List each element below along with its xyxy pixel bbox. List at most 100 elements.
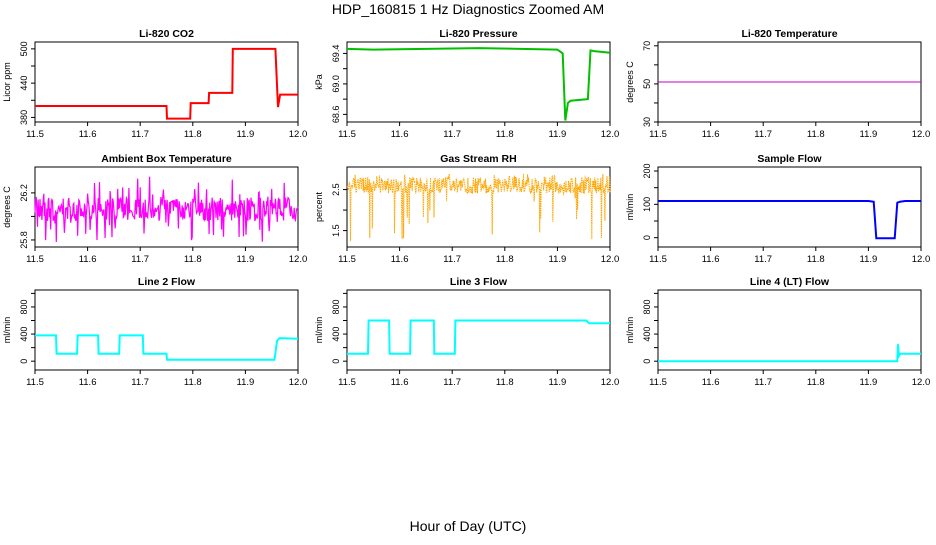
y-tick-label: 69.0 <box>331 75 341 93</box>
x-tick-label: 11.7 <box>443 377 461 388</box>
x-tick-label: 11.5 <box>26 254 44 265</box>
y-tick-label: 50 <box>642 79 652 89</box>
y-tick-label: 25.8 <box>19 231 29 249</box>
x-tick-label: 11.5 <box>26 377 44 388</box>
y-axis-label: kPa <box>314 74 324 90</box>
x-tick-label: 11.9 <box>549 254 567 265</box>
x-tick-label: 11.7 <box>131 129 149 140</box>
x-tick-label: 11.7 <box>754 129 772 140</box>
x-tick-label: 12.0 <box>912 377 931 388</box>
x-tick-label: 12.0 <box>912 254 931 265</box>
y-tick-label: 69.4 <box>331 45 341 63</box>
x-tick-label: 11.9 <box>860 377 878 388</box>
panel-7: Line 2 Flow ml/min 11.5 11.6 11.7 11.8 11.9 12.… <box>2 276 307 388</box>
x-tick-label: 11.9 <box>549 377 567 388</box>
x-tick-label: 11.8 <box>184 377 202 388</box>
x-tick-label: 11.7 <box>131 254 149 265</box>
y-tick-label: 26.2 <box>19 184 29 202</box>
x-tick-label: 11.8 <box>184 129 202 140</box>
y-axis-label: ml/min <box>625 194 635 221</box>
plot-frame <box>657 166 922 248</box>
y-tick-label: 2.5 <box>331 183 341 196</box>
x-tick-label: 11.5 <box>338 254 356 265</box>
x-tick-label: 11.6 <box>79 254 97 265</box>
x-tick-label: 11.8 <box>807 254 825 265</box>
plot-frame <box>657 289 922 371</box>
y-tick-label: 0 <box>642 235 652 240</box>
panel-title: Line 4 (LT) Flow <box>750 276 830 288</box>
x-tick-label: 11.8 <box>184 254 202 265</box>
panel-title: Sample Flow <box>757 153 822 165</box>
y-tick-label: 100 <box>642 197 652 212</box>
x-tick-label: 11.6 <box>702 377 720 388</box>
series-line <box>35 47 298 120</box>
y-tick-label: 30 <box>642 117 652 127</box>
x-tick-label: 12.0 <box>601 377 620 388</box>
x-tick-label: 11.8 <box>496 129 514 140</box>
y-tick-label: 70 <box>642 41 652 51</box>
x-tick-label: 11.6 <box>391 129 409 140</box>
series-line <box>34 176 299 243</box>
y-tick-label: 400 <box>19 327 29 342</box>
y-axis-label: degrees C <box>625 61 635 103</box>
x-tick-label: 11.5 <box>649 129 667 140</box>
panel-title: Line 2 Flow <box>138 276 196 288</box>
x-tick-label: 11.9 <box>237 254 255 265</box>
x-tick-label: 11.9 <box>860 129 878 140</box>
x-tick-label: 11.9 <box>549 129 567 140</box>
panel-title: Ambient Box Temperature <box>101 153 232 165</box>
figure-title: HDP_160815 1 Hz Diagnostics Zoomed AM <box>331 1 605 17</box>
panel-title: Gas Stream RH <box>440 153 516 165</box>
plot-frame <box>346 41 611 123</box>
panel-5: Gas Stream RH percent 11.5 11.6 11.7 11.8 11.9… <box>314 153 619 265</box>
series-line <box>346 47 611 121</box>
x-tick-label: 11.5 <box>338 377 356 388</box>
y-axis-label: ml/min <box>625 317 635 344</box>
plot-frame <box>34 41 299 123</box>
x-tick-label: 11.6 <box>702 129 720 140</box>
y-tick-label: 800 <box>19 299 29 314</box>
y-tick-label: 380 <box>19 110 29 125</box>
plot-frame <box>346 166 611 248</box>
y-tick-label: 68.6 <box>331 106 341 124</box>
panel-9: Line 4 (LT) Flow ml/min 11.5 11.6 11.7 11.8 11… <box>625 276 930 388</box>
x-tick-label: 11.5 <box>649 377 667 388</box>
panel-1: Li-820 CO2 Licor ppm 11.5 11.6 11.7 11.8 11.9 1… <box>2 28 307 140</box>
x-tick-label: 11.8 <box>807 377 825 388</box>
series-line <box>658 344 921 363</box>
x-tick-label: 12.0 <box>601 129 620 140</box>
x-tick-label: 11.6 <box>79 377 97 388</box>
plot-frame <box>346 289 611 371</box>
panel-title: Li-820 CO2 <box>139 28 194 40</box>
x-tick-label: 11.5 <box>338 129 356 140</box>
x-tick-label: 11.6 <box>391 377 409 388</box>
y-tick-label: 0 <box>331 359 341 364</box>
series-line <box>346 173 611 242</box>
x-tick-label: 11.8 <box>496 254 514 265</box>
y-tick-label: 800 <box>331 299 341 314</box>
series-line <box>35 334 299 361</box>
y-axis-label: percent <box>314 191 324 222</box>
panel-6: Sample Flow ml/min 11.5 11.6 11.7 11.8 11.9 12.… <box>625 153 930 265</box>
y-tick-label: 400 <box>331 327 341 342</box>
x-tick-label: 12.0 <box>289 254 308 265</box>
y-axis-label: ml/min <box>2 317 12 344</box>
x-tick-label: 11.6 <box>391 254 409 265</box>
x-tick-label: 11.6 <box>702 254 720 265</box>
y-axis-label: Licor ppm <box>2 62 12 102</box>
x-tick-label: 11.7 <box>443 129 461 140</box>
y-axis-label: degrees C <box>2 186 12 228</box>
y-tick-label: 800 <box>642 299 652 314</box>
x-tick-label: 12.0 <box>289 377 308 388</box>
y-tick-label: 0 <box>19 359 29 364</box>
x-tick-label: 11.9 <box>860 254 878 265</box>
panel-title: Li-820 Temperature <box>741 28 837 40</box>
series-line <box>658 200 921 240</box>
panel-2: Li-820 Pressure kPa 11.5 11.6 11.7 11.8 11.9 12… <box>314 28 619 140</box>
y-axis-label: ml/min <box>314 317 324 344</box>
x-tick-label: 11.7 <box>754 377 772 388</box>
y-tick-label: 400 <box>642 327 652 342</box>
x-tick-label: 11.7 <box>131 377 149 388</box>
